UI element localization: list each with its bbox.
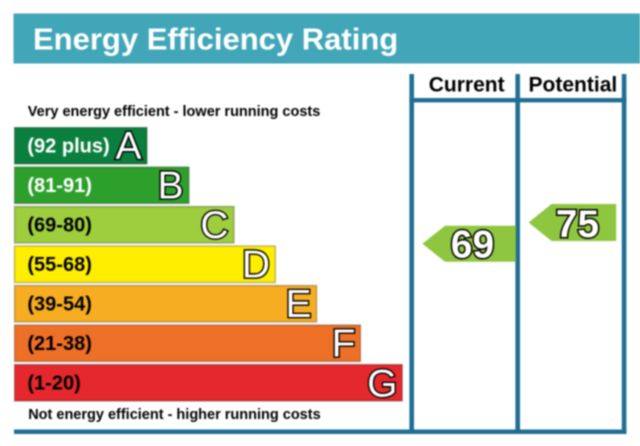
svg-text:(55-68): (55-68) [27,254,91,276]
svg-text:C: C [200,204,228,247]
svg-text:E: E [285,283,311,326]
svg-text:B: B [157,165,183,208]
svg-text:(39-54): (39-54) [27,294,91,316]
svg-text:Not energy efficient - higher: Not energy efficient - higher running co… [28,407,320,423]
svg-text:A: A [115,125,141,168]
svg-text:75: 75 [556,203,599,246]
svg-text:G: G [367,363,397,406]
svg-text:F: F [332,323,356,366]
svg-text:Potential: Potential [529,74,618,97]
svg-text:D: D [242,244,270,287]
svg-text:Energy Efficiency Rating: Energy Efficiency Rating [33,22,398,57]
svg-text:(81-91): (81-91) [27,175,91,197]
svg-text:(69-80): (69-80) [27,215,91,237]
svg-text:(1-20): (1-20) [27,373,80,395]
svg-text:Current: Current [429,74,505,97]
svg-text:(92 plus): (92 plus) [27,136,109,158]
svg-text:(21-38): (21-38) [27,333,91,355]
svg-text:69: 69 [451,224,494,267]
svg-text:Very energy efficient - lower: Very energy efficient - lower running co… [28,104,321,120]
